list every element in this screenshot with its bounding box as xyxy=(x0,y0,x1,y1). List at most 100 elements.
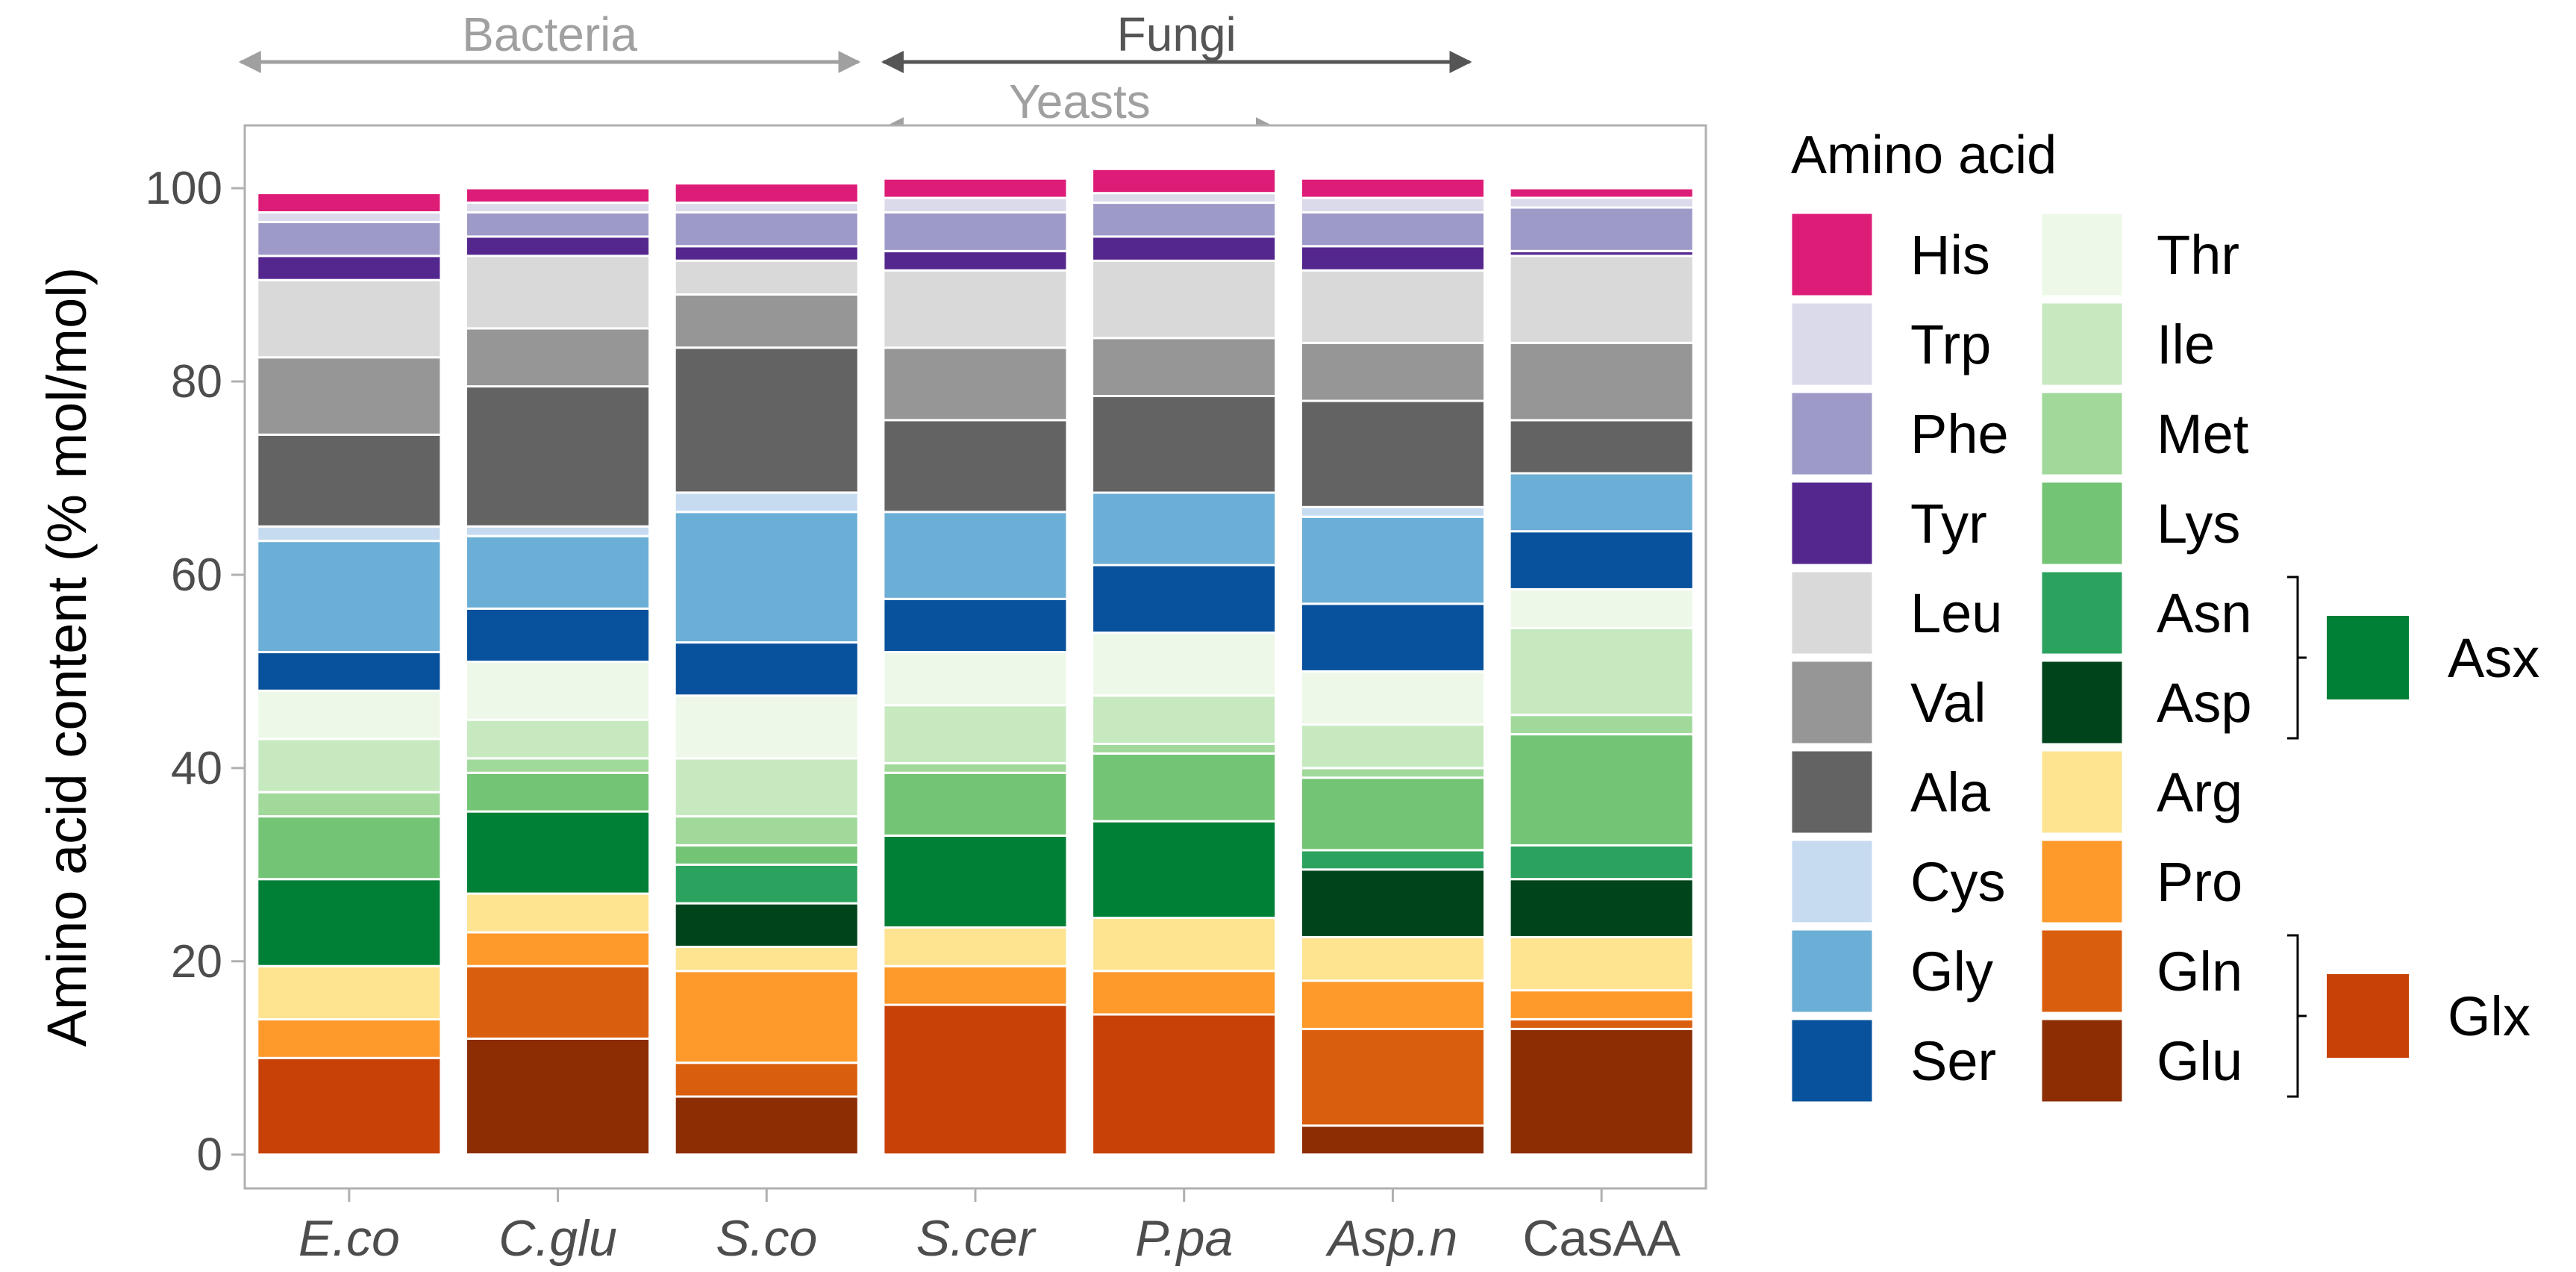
bar-casaa-thr xyxy=(1508,587,1695,629)
bar-c-glu-phe xyxy=(465,211,651,238)
bar-c-glu-ile xyxy=(465,718,651,760)
legend-label-gly: Gly xyxy=(1910,941,1993,1003)
bar-asp-n-asn xyxy=(1299,849,1486,871)
bar-asp-n-asp xyxy=(1299,868,1486,938)
bar-casaa-trp xyxy=(1508,196,1695,209)
bar-casaa-ile xyxy=(1508,626,1695,717)
bar-c-glu-ser xyxy=(465,607,651,663)
bar-p-pa-tyr xyxy=(1091,235,1278,262)
x-tick-label-e-co: E.co xyxy=(298,1210,400,1267)
bar-p-pa-ser xyxy=(1091,564,1278,635)
bar-e-co-phe xyxy=(256,221,443,258)
x-tick-label-c-glu: C.glu xyxy=(498,1210,617,1267)
bar-e-co-pro xyxy=(256,1018,443,1059)
legend-key-ile xyxy=(2039,301,2125,387)
legend-key-gln xyxy=(2039,928,2125,1014)
bar-p-pa-lys xyxy=(1091,752,1278,823)
bar-asp-n-met xyxy=(1299,767,1486,779)
bar-casaa-met xyxy=(1508,714,1695,736)
legend-label-his: His xyxy=(1910,224,1990,286)
bar-c-glu-arg xyxy=(465,892,651,934)
bar-s-cer-glx xyxy=(882,1003,1069,1156)
legend-label-ala: Ala xyxy=(1910,761,1991,823)
bar-asp-n-phe xyxy=(1299,211,1486,248)
bar-c-glu-ala xyxy=(465,385,651,528)
legend-label-thr: Thr xyxy=(2157,224,2239,286)
bar-s-cer-phe xyxy=(882,211,1069,252)
bar-s-cer-ala xyxy=(882,419,1069,514)
legend-label-leu: Leu xyxy=(1910,582,2002,644)
legend-label-gln: Gln xyxy=(2157,941,2242,1003)
bar-casaa-his xyxy=(1508,187,1695,199)
bar-casaa-glu xyxy=(1508,1027,1695,1156)
bar-s-co-ser xyxy=(673,641,860,697)
x-tick-label-casaa: CasAA xyxy=(1522,1210,1681,1267)
bar-c-glu-leu xyxy=(465,255,651,330)
y-tick-label: 40 xyxy=(171,743,222,794)
legend-label-cys: Cys xyxy=(1910,851,2005,913)
legend-label-glu: Glu xyxy=(2157,1030,2242,1092)
bar-e-co-leu xyxy=(256,278,443,359)
bar-p-pa-his xyxy=(1091,167,1278,195)
legend-key-pro xyxy=(2039,838,2125,925)
bar-e-co-ala xyxy=(256,433,443,528)
bar-s-co-phe xyxy=(673,211,860,248)
x-tick-label-asp-n: Asp.n xyxy=(1325,1210,1457,1267)
legend-key-val xyxy=(1789,659,1875,746)
bar-s-co-arg xyxy=(673,945,860,973)
bar-s-cer-ser xyxy=(882,597,1069,653)
bar-e-co-met xyxy=(256,791,443,818)
bar-asp-n-ser xyxy=(1299,602,1486,673)
bar-e-co-trp xyxy=(256,211,443,223)
y-tick-label: 100 xyxy=(146,163,222,214)
legend-label-glx: Glx xyxy=(2448,985,2530,1047)
bar-s-co-asp xyxy=(673,902,860,948)
bar-e-co-asx xyxy=(256,878,443,967)
bar-s-cer-lys xyxy=(882,771,1069,837)
bar-c-glu-thr xyxy=(465,661,651,721)
bar-c-glu-trp xyxy=(465,202,651,214)
legend-label-asp: Asp xyxy=(2157,672,2252,734)
legend-key-glu xyxy=(2039,1017,2125,1104)
bar-p-pa-thr xyxy=(1091,632,1278,697)
y-tick-label: 0 xyxy=(197,1129,222,1181)
bar-p-pa-arg xyxy=(1091,917,1278,973)
bar-s-co-asn xyxy=(673,863,860,905)
bar-asp-n-trp xyxy=(1299,196,1486,214)
bar-e-co-val xyxy=(256,356,443,436)
group-annotations: Bacteria Fungi Yeasts xyxy=(238,7,1472,140)
bar-c-glu-gly xyxy=(465,534,651,610)
bar-c-glu-gln xyxy=(465,964,651,1040)
bar-asp-n-tyr xyxy=(1299,245,1486,272)
group-label-bacteria: Bacteria xyxy=(462,7,637,61)
bar-e-co-ser xyxy=(256,651,443,692)
bar-s-cer-ile xyxy=(882,704,1069,764)
legend-key-asx xyxy=(2327,616,2409,699)
bar-asp-n-ala xyxy=(1299,399,1486,508)
bar-casaa-gln xyxy=(1508,1018,1695,1030)
bar-s-co-gly xyxy=(673,511,860,644)
bar-c-glu-val xyxy=(465,327,651,388)
bar-s-cer-leu xyxy=(882,269,1069,349)
legend-key-leu xyxy=(1789,570,1875,656)
bar-p-pa-glx xyxy=(1091,1013,1278,1156)
bars-layer xyxy=(256,167,1695,1156)
y-tick-label: 20 xyxy=(171,936,222,988)
bar-asp-n-thr xyxy=(1299,670,1486,726)
legend-bracket-asx xyxy=(2287,576,2307,740)
bar-s-co-pro xyxy=(673,970,860,1064)
legend-label-asn: Asn xyxy=(2157,582,2252,644)
x-axis: E.co C.glu S.co S.cer P.pa Asp.n CasAA xyxy=(298,1188,1681,1267)
bar-p-pa-pro xyxy=(1091,970,1278,1016)
bar-c-glu-his xyxy=(465,187,651,205)
bar-s-cer-trp xyxy=(882,196,1069,214)
bar-p-pa-phe xyxy=(1091,202,1278,238)
legend-key-arg xyxy=(2039,749,2125,835)
bar-s-cer-thr xyxy=(882,651,1069,707)
legend-label-val: Val xyxy=(1910,672,1986,734)
bar-s-co-leu xyxy=(673,259,860,296)
legend-label-pro: Pro xyxy=(2157,851,2242,913)
legend-bracket-glx xyxy=(2287,934,2307,1098)
legend-title: Amino acid xyxy=(1791,125,2057,185)
bar-s-cer-arg xyxy=(882,926,1069,967)
